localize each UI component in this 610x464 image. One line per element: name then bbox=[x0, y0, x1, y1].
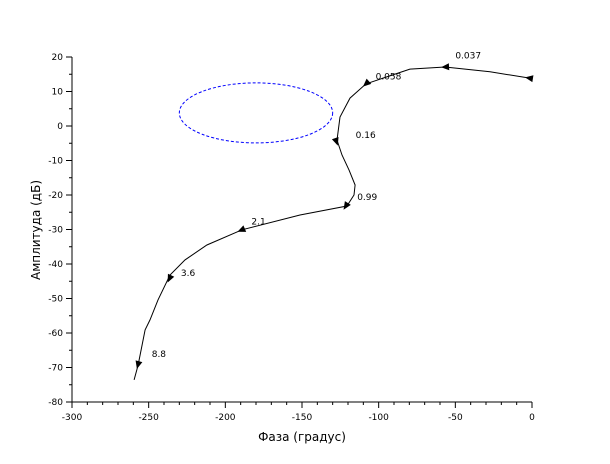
y-tick-label: -20 bbox=[48, 191, 63, 201]
y-tick-label: 10 bbox=[52, 88, 64, 98]
frequency-marks: 0.037 0.058 0.16 0.99 2.1 3.6 8.8 bbox=[135, 52, 534, 369]
frequency-label: 8.8 bbox=[152, 350, 167, 360]
frequency-label: 0.037 bbox=[455, 52, 481, 62]
x-tick-label: -250 bbox=[138, 413, 159, 423]
y-tick-label: 0 bbox=[57, 122, 63, 132]
series-line bbox=[133, 66, 529, 381]
frequency-label: 0.058 bbox=[376, 72, 402, 82]
arrow-marker bbox=[441, 63, 450, 71]
y-tick-label: -50 bbox=[48, 295, 63, 305]
m-circle bbox=[178, 82, 334, 144]
arrow-marker bbox=[237, 225, 247, 232]
y-tick-label: -70 bbox=[48, 364, 63, 374]
x-tick-label: -100 bbox=[368, 413, 389, 423]
x-tick-label: -200 bbox=[215, 413, 236, 423]
arrow-marker bbox=[167, 273, 175, 283]
x-axis-label: Фаза (градус) bbox=[258, 430, 346, 444]
x-tick-label: -150 bbox=[292, 413, 313, 423]
y-tick-label: -80 bbox=[48, 398, 63, 408]
y-axis-label: Амплитуда (дБ) bbox=[29, 180, 43, 280]
arrow-marker bbox=[135, 360, 143, 369]
y-tick-label: -40 bbox=[48, 260, 63, 270]
y-tick-label: 20 bbox=[52, 53, 64, 63]
tick-labels: -300 -250 -200 -150 -100 -50 0 20 10 0 -10 -20 -30 -4… bbox=[48, 53, 535, 423]
y-tick-label: -10 bbox=[48, 157, 63, 167]
arrow-marker bbox=[331, 136, 339, 146]
frequency-label: 0.99 bbox=[357, 193, 377, 203]
arrow-marker bbox=[524, 75, 534, 83]
y-tick-label: -30 bbox=[48, 226, 63, 236]
x-tick-label: -300 bbox=[62, 413, 83, 423]
axes bbox=[66, 56, 533, 408]
x-tick-label: -50 bbox=[448, 413, 463, 423]
frequency-label: 3.6 bbox=[181, 269, 196, 279]
y-tick-label: -60 bbox=[48, 329, 63, 339]
x-tick-label: 0 bbox=[529, 413, 535, 423]
arrow-marker bbox=[343, 201, 351, 210]
frequency-label: 0.16 bbox=[356, 131, 376, 141]
arrow-marker bbox=[362, 78, 372, 87]
frequency-label: 2.1 bbox=[251, 217, 265, 227]
